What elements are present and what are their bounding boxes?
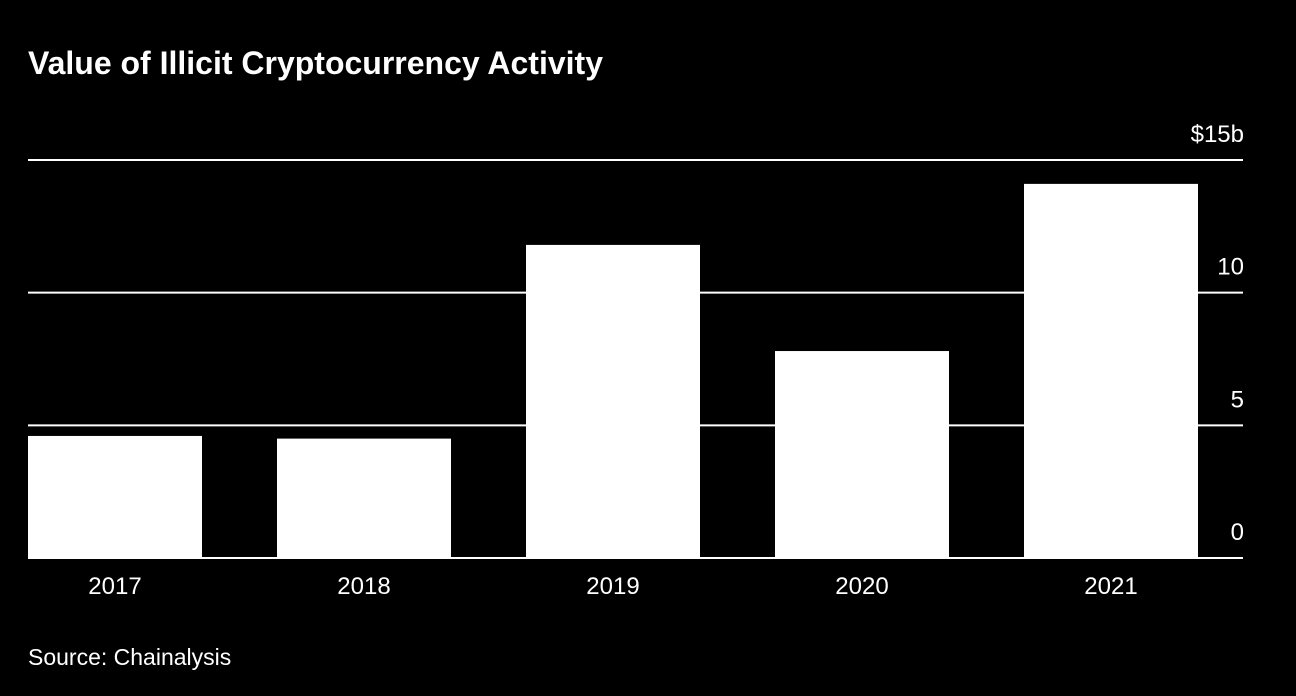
bar <box>277 438 451 558</box>
bar <box>28 435 202 558</box>
y-tick-label: $15b <box>1191 121 1244 148</box>
chart-title: Value of Illicit Cryptocurrency Activity <box>28 45 603 81</box>
y-tick-label: 5 <box>1231 386 1244 413</box>
bar <box>775 351 949 558</box>
x-tick-label: 2018 <box>337 573 390 600</box>
source: Source: Chainalysis <box>28 644 231 670</box>
x-tick-label: 2019 <box>586 573 639 600</box>
y-tick-label: 0 <box>1231 519 1244 546</box>
x-tick-label: 2021 <box>1084 573 1137 600</box>
y-tick-label: 10 <box>1217 254 1244 281</box>
bar <box>526 244 700 558</box>
x-tick-label: 2020 <box>835 573 888 600</box>
x-tick-label: 2017 <box>88 573 141 600</box>
bar <box>1024 183 1198 558</box>
